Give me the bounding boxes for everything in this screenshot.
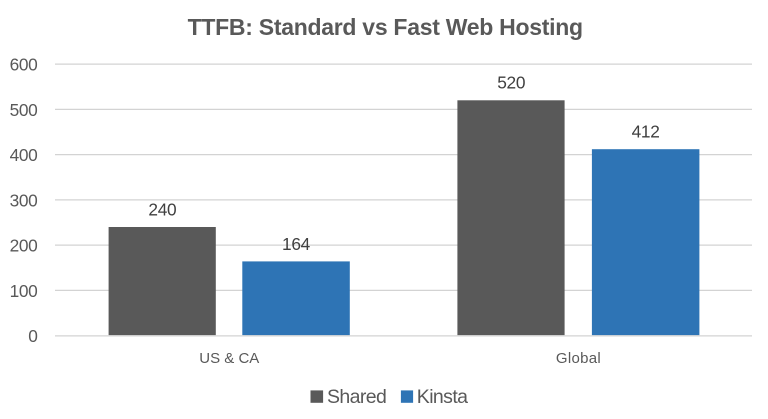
svg-text:200: 200 (10, 236, 38, 256)
svg-text:US & CA: US & CA (199, 350, 259, 367)
svg-text:412: 412 (632, 122, 660, 142)
svg-text:Shared: Shared (327, 386, 386, 408)
svg-text:300: 300 (10, 190, 38, 210)
svg-text:400: 400 (10, 145, 38, 165)
svg-text:Kinsta: Kinsta (417, 386, 468, 408)
svg-text:600: 600 (10, 55, 38, 75)
svg-text:500: 500 (10, 100, 38, 120)
svg-text:520: 520 (497, 73, 525, 93)
svg-text:0: 0 (28, 326, 37, 346)
svg-text:100: 100 (10, 281, 38, 301)
svg-text:TTFB: Standard vs Fast Web Hos: TTFB: Standard vs Fast Web Hosting (188, 14, 583, 40)
svg-text:240: 240 (148, 199, 176, 219)
svg-text:Global: Global (556, 350, 601, 367)
svg-text:164: 164 (282, 234, 311, 254)
